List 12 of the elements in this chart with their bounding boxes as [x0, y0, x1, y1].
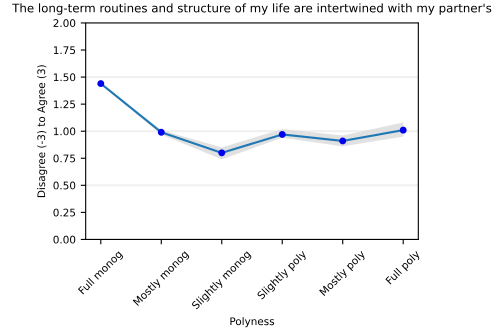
- y-tick-label: 1.25: [54, 100, 76, 108]
- y-tick-label: 1.00: [54, 127, 76, 136]
- y-tick-label: 0.50: [53, 182, 76, 190]
- y-tick-label: 1.75: [54, 46, 76, 54]
- y-tick-label: 1.50: [54, 73, 76, 82]
- x-axis-title: Polyness: [230, 317, 274, 328]
- y-tick-label: 0.25: [53, 208, 76, 216]
- y-axis-title: Disagree (-3) to Agree (3): [37, 65, 48, 198]
- y-tick-label: 0.00: [53, 236, 76, 244]
- y-tick-label: 0.75: [53, 154, 76, 162]
- y-tick-label: 2.00: [54, 19, 76, 28]
- chart-title: The long-term routines and structure of my life are intertwined with my partner's: [12, 3, 492, 15]
